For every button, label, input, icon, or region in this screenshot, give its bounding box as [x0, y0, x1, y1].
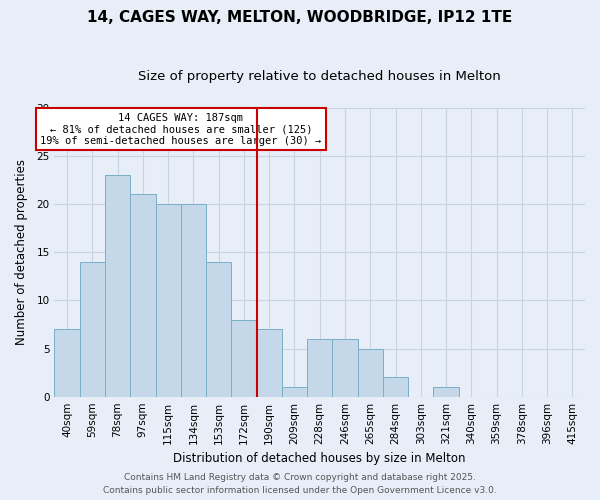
Title: Size of property relative to detached houses in Melton: Size of property relative to detached ho…: [139, 70, 501, 83]
Bar: [307, 339, 332, 396]
Bar: [155, 204, 181, 396]
Bar: [55, 330, 80, 396]
Text: 14, CAGES WAY, MELTON, WOODBRIDGE, IP12 1TE: 14, CAGES WAY, MELTON, WOODBRIDGE, IP12 …: [88, 10, 512, 25]
Bar: [80, 262, 105, 396]
Bar: [130, 194, 155, 396]
Text: 14 CAGES WAY: 187sqm
← 81% of detached houses are smaller (125)
19% of semi-deta: 14 CAGES WAY: 187sqm ← 81% of detached h…: [40, 112, 322, 146]
X-axis label: Distribution of detached houses by size in Melton: Distribution of detached houses by size …: [173, 452, 466, 465]
Bar: [332, 339, 358, 396]
Bar: [206, 262, 231, 396]
Bar: [282, 387, 307, 396]
Bar: [358, 348, 383, 397]
Bar: [257, 330, 282, 396]
Bar: [433, 387, 458, 396]
Bar: [181, 204, 206, 396]
Bar: [231, 320, 257, 396]
Y-axis label: Number of detached properties: Number of detached properties: [15, 159, 28, 345]
Bar: [383, 378, 408, 396]
Text: Contains HM Land Registry data © Crown copyright and database right 2025.
Contai: Contains HM Land Registry data © Crown c…: [103, 474, 497, 495]
Bar: [105, 175, 130, 396]
